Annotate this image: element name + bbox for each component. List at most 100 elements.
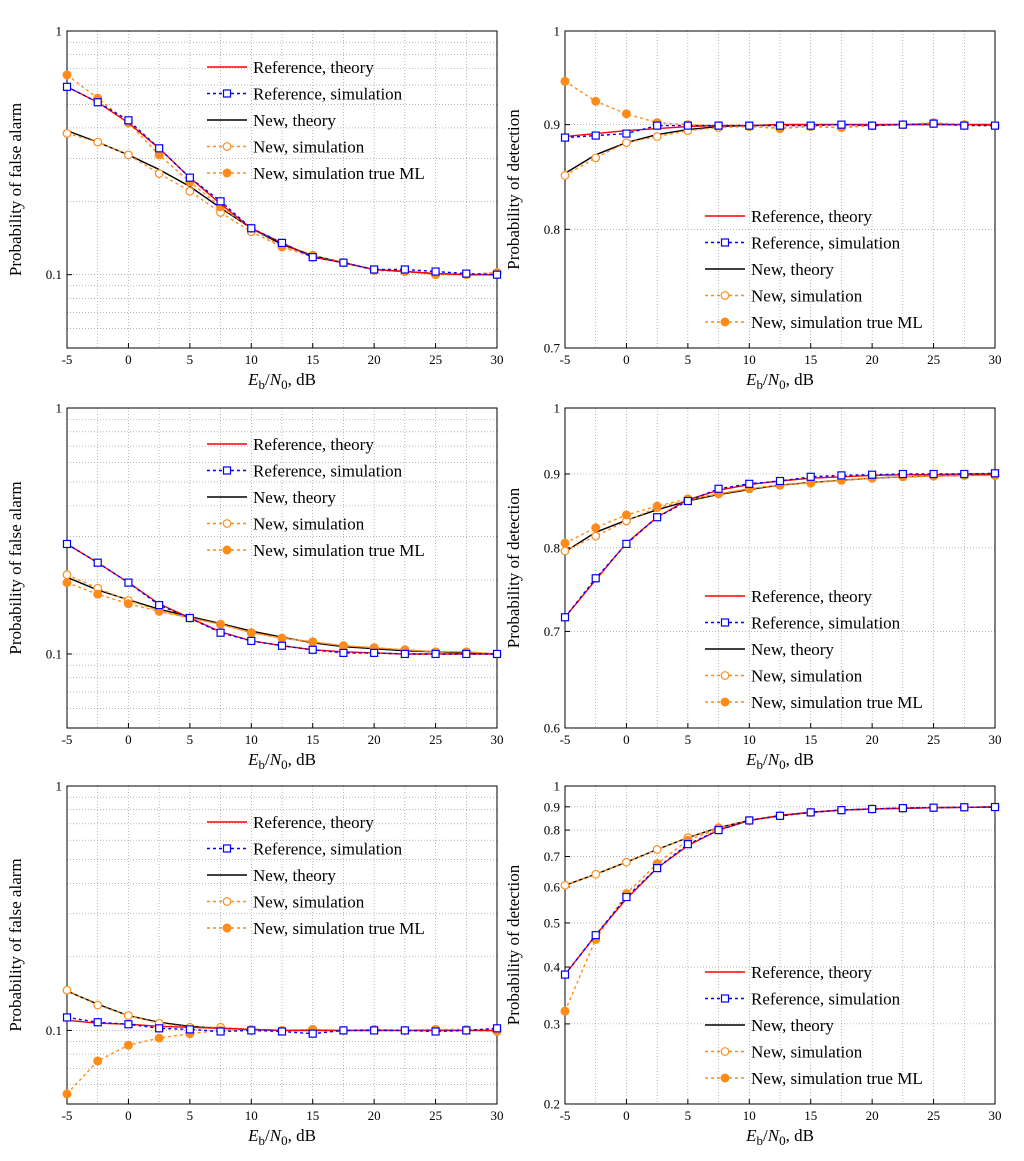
data-point: [93, 589, 103, 599]
data-point: [560, 538, 570, 548]
y-tick-label: 0.7: [544, 341, 561, 356]
x-tick-label: 30: [491, 732, 504, 747]
x-tick-label: 20: [866, 1108, 879, 1123]
data-point: [62, 578, 72, 588]
y-tick-label: 0.8: [544, 823, 560, 838]
legend-entry: New, simulation: [207, 138, 365, 157]
data-point: [806, 808, 815, 817]
data-point: [462, 1026, 471, 1035]
legend-marker: [720, 618, 730, 627]
data-point: [370, 1026, 379, 1035]
x-tick-label: 10: [743, 1108, 756, 1123]
legend-entry: New, simulation true ML: [207, 919, 425, 938]
x-axis-title: Eb/N0, dB: [247, 750, 316, 772]
data-point: [431, 267, 440, 276]
y-tick-label: 0.9: [544, 799, 560, 814]
y-axis-title: Probability of detection: [504, 487, 523, 648]
legend-entry: New, theory: [705, 260, 834, 279]
data-point: [123, 1040, 133, 1050]
data-point: [492, 649, 502, 659]
data-point: [431, 649, 440, 659]
legend-label: Reference, theory: [751, 207, 872, 226]
data-point: [370, 265, 379, 274]
data-point: [837, 806, 846, 815]
data-point: [560, 76, 570, 86]
legend-entry: New, simulation: [705, 667, 863, 686]
data-point: [339, 1026, 348, 1035]
x-tick-label: 20: [368, 352, 381, 367]
series-line: [66, 86, 498, 276]
data-point: [591, 869, 601, 879]
data-point: [653, 863, 662, 873]
legend: Reference, theory Reference, simulation Ne…: [207, 435, 425, 560]
data-point: [837, 471, 846, 480]
data-point: [93, 1056, 103, 1066]
legend-entry: Reference, theory: [705, 207, 872, 226]
grid: [565, 408, 995, 728]
data-point: [400, 265, 409, 274]
legend-label: Reference, simulation: [751, 614, 901, 633]
legend-label: Reference, simulation: [253, 85, 403, 104]
data-point: [560, 1006, 570, 1016]
y-tick-label: 1: [56, 24, 63, 39]
x-tick-label: 25: [429, 1108, 442, 1123]
y-axis-title: Probability of false alarm: [6, 103, 25, 276]
x-tick-label: 0: [125, 732, 132, 747]
series-new-ml: [62, 1024, 502, 1099]
series-ref-sim: [62, 539, 502, 659]
data-point: [124, 1011, 133, 1020]
data-point: [93, 137, 103, 147]
data-point: [929, 803, 938, 812]
data-point: [990, 802, 1000, 812]
chart-panel-3: -5 0 5 10 15 20 25 30 0.1 1 Eb/N0, dB Probability o…: [6, 401, 504, 773]
data-point: [185, 186, 195, 196]
data-point: [591, 523, 601, 533]
chart-panel-6: -5 0 5 10 15 20 25 30 0.2 0.3 0.4 0.5 0.6 0.7 0.8 0.9 1 E…: [504, 779, 1002, 1149]
legend-entry: New, theory: [705, 1016, 834, 1035]
data-point: [683, 496, 692, 506]
grid: [67, 31, 497, 348]
data-point: [837, 120, 846, 129]
data-point: [400, 649, 409, 659]
data-point: [93, 558, 102, 567]
plot-frame: [66, 30, 498, 349]
data-point: [277, 238, 287, 247]
legend-marker: [222, 89, 232, 98]
x-tick-label: 0: [125, 352, 132, 367]
data-point: [714, 825, 723, 835]
data-point: [622, 857, 631, 867]
legend-marker: [222, 923, 232, 933]
data-point: [560, 613, 570, 622]
data-point: [745, 121, 754, 130]
y-axis-title: Probability of false alarm: [6, 481, 25, 654]
data-point: [400, 1026, 409, 1035]
x-tick-label: 30: [989, 732, 1002, 747]
legend-label: Reference, theory: [751, 587, 872, 606]
legend-label: New, simulation: [751, 287, 863, 306]
data-point: [683, 121, 692, 130]
legend-label: New, theory: [253, 111, 336, 130]
x-tick-label: 5: [187, 1108, 194, 1123]
y-tick-label: 0.3: [544, 1016, 560, 1031]
data-point: [591, 574, 600, 583]
data-point: [277, 1027, 287, 1036]
x-tick-label: 5: [187, 352, 194, 367]
legend-label: New, simulation: [751, 1043, 863, 1062]
legend: Reference, theory Reference, simulation Ne…: [207, 813, 425, 938]
legend: Reference, theory Reference, simulation Ne…: [705, 963, 923, 1088]
data-point: [898, 469, 907, 479]
y-tick-label: 1: [554, 24, 561, 39]
data-point: [155, 144, 164, 153]
data-point: [62, 1013, 72, 1022]
y-tick-label: 0.8: [544, 540, 560, 555]
plot-frame: [564, 30, 996, 349]
x-tick-label: 15: [306, 352, 319, 367]
data-point: [93, 98, 102, 107]
x-tick-label: 5: [685, 352, 692, 367]
data-point: [622, 129, 631, 138]
y-tick-label: 0.6: [544, 721, 561, 736]
x-axis-title: Eb/N0, dB: [745, 1126, 814, 1148]
legend-label: New, simulation true ML: [253, 919, 425, 938]
legend-label: Reference, theory: [751, 963, 872, 982]
legend-label: New, theory: [751, 1016, 834, 1035]
